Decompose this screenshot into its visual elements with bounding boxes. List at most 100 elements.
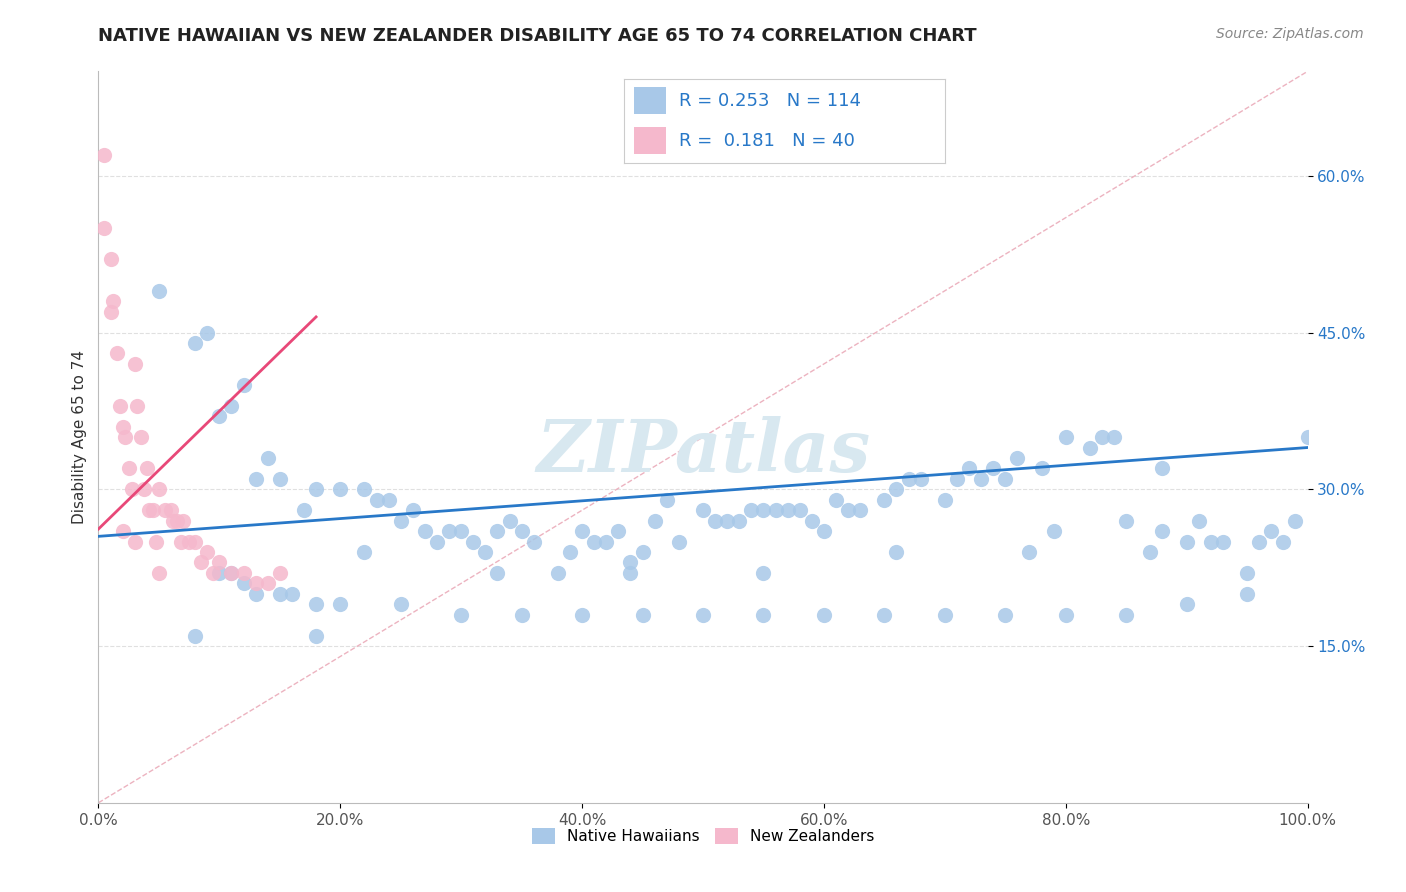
Point — [166, 514, 188, 528]
Point — [886, 483, 908, 497]
Point — [728, 514, 751, 528]
Point — [162, 514, 184, 528]
Point — [105, 346, 128, 360]
Point — [981, 461, 1004, 475]
Text: ZIPatlas: ZIPatlas — [536, 417, 870, 487]
Point — [184, 534, 207, 549]
Point — [752, 607, 775, 622]
Point — [93, 148, 115, 162]
Text: Source: ZipAtlas.com: Source: ZipAtlas.com — [1216, 27, 1364, 41]
Point — [232, 576, 254, 591]
Point — [1091, 430, 1114, 444]
Y-axis label: Disability Age 65 to 74: Disability Age 65 to 74 — [72, 350, 87, 524]
Point — [631, 545, 654, 559]
Point — [595, 534, 617, 549]
Point — [148, 483, 170, 497]
Point — [716, 514, 738, 528]
Point — [740, 503, 762, 517]
Point — [692, 503, 714, 517]
Point — [208, 556, 231, 570]
Point — [169, 534, 191, 549]
Point — [129, 430, 152, 444]
Point — [245, 576, 267, 591]
Point — [281, 587, 304, 601]
Point — [208, 566, 231, 580]
Point — [619, 566, 641, 580]
Point — [1042, 524, 1064, 538]
Point — [1139, 545, 1161, 559]
Point — [934, 492, 956, 507]
Point — [195, 326, 218, 340]
Point — [127, 399, 149, 413]
Point — [910, 472, 932, 486]
Point — [329, 597, 352, 611]
Point — [269, 587, 291, 601]
Point — [837, 503, 859, 517]
Point — [510, 524, 533, 538]
Point — [994, 607, 1017, 622]
Point — [142, 503, 165, 517]
Point — [1115, 514, 1137, 528]
Point — [813, 524, 835, 538]
Point — [1188, 514, 1211, 528]
Text: NATIVE HAWAIIAN VS NEW ZEALANDER DISABILITY AGE 65 TO 74 CORRELATION CHART: NATIVE HAWAIIAN VS NEW ZEALANDER DISABIL… — [98, 27, 977, 45]
Point — [583, 534, 606, 549]
Point — [114, 430, 136, 444]
Point — [692, 607, 714, 622]
Point — [765, 503, 787, 517]
Point — [305, 483, 328, 497]
Point — [1296, 430, 1319, 444]
Point — [510, 607, 533, 622]
Point — [124, 534, 146, 549]
Point — [245, 472, 267, 486]
Point — [1115, 607, 1137, 622]
Point — [619, 556, 641, 570]
Point — [160, 503, 183, 517]
Point — [118, 461, 141, 475]
Point — [329, 483, 352, 497]
Point — [1272, 534, 1295, 549]
Point — [644, 514, 666, 528]
Point — [256, 450, 278, 465]
Point — [1284, 514, 1306, 528]
Point — [873, 607, 896, 622]
Point — [1236, 587, 1258, 601]
Legend: Native Hawaiians, New Zealanders: Native Hawaiians, New Zealanders — [526, 822, 880, 850]
Point — [145, 534, 167, 549]
Point — [269, 472, 291, 486]
Point — [172, 514, 194, 528]
Point — [153, 503, 176, 517]
Point — [93, 221, 115, 235]
Point — [426, 534, 449, 549]
Point — [474, 545, 496, 559]
Point — [389, 514, 412, 528]
Point — [1054, 607, 1077, 622]
Point — [190, 556, 212, 570]
Point — [1152, 461, 1174, 475]
Point — [631, 607, 654, 622]
Point — [232, 377, 254, 392]
Point — [897, 472, 920, 486]
Point — [1175, 597, 1198, 611]
Point — [1102, 430, 1125, 444]
Point — [825, 492, 848, 507]
Point — [305, 597, 328, 611]
Point — [571, 607, 593, 622]
Point — [256, 576, 278, 591]
Point — [789, 503, 811, 517]
Point — [1031, 461, 1053, 475]
Point — [437, 524, 460, 538]
Point — [208, 409, 231, 424]
Point — [413, 524, 436, 538]
Point — [353, 483, 375, 497]
Point — [970, 472, 993, 486]
Point — [148, 566, 170, 580]
Point — [353, 545, 375, 559]
Point — [1212, 534, 1234, 549]
Point — [1078, 441, 1101, 455]
Point — [450, 607, 472, 622]
Point — [450, 524, 472, 538]
Point — [111, 419, 134, 434]
Point — [463, 534, 485, 549]
Point — [849, 503, 872, 517]
